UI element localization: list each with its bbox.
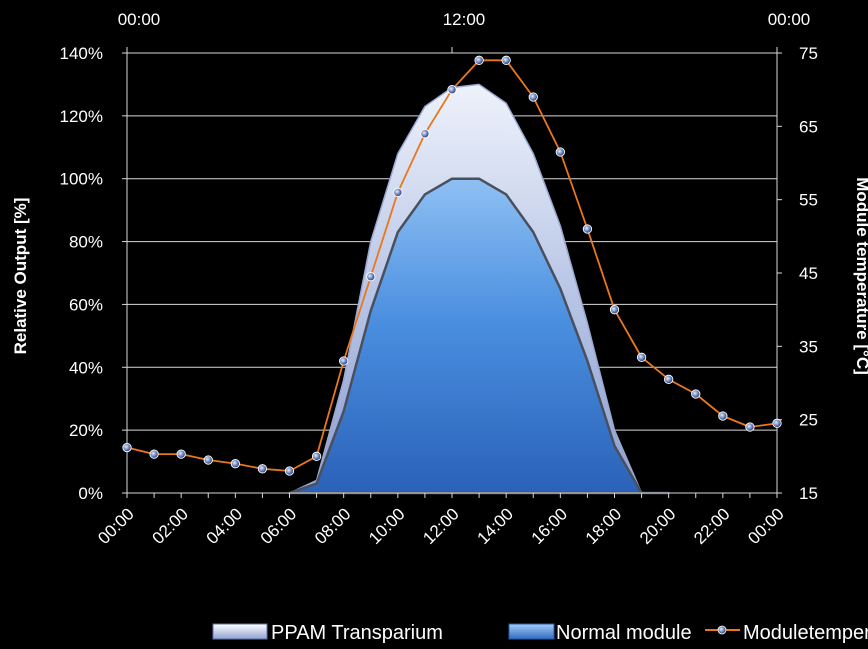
temperature-point-5 <box>257 464 268 474</box>
temperature-point-8 <box>339 356 349 366</box>
temperature-point-12 <box>447 85 457 95</box>
tick-label-right-3: 45 <box>799 264 818 283</box>
temperature-point-0 <box>122 442 132 453</box>
temperature-point-6 <box>284 466 295 476</box>
tick-label-top-2: 00:00 <box>768 10 811 29</box>
y-axis-title-right: Module temperature [°C] <box>853 177 868 375</box>
temperature-point-14 <box>501 55 511 65</box>
legend-item-normal: Normal module <box>508 622 692 644</box>
tick-label-left-3: 60% <box>69 295 103 314</box>
tick-label-bottom-6: 12:00 <box>419 504 463 548</box>
tick-label-right-1: 25 <box>799 411 818 430</box>
temperature-point-22 <box>718 411 728 421</box>
temperature-point-23 <box>745 422 755 432</box>
tick-label-bottom-7: 14:00 <box>473 504 517 548</box>
tick-label-left-6: 120% <box>60 107 103 126</box>
temperature-point-19 <box>636 352 647 362</box>
tick-label-right-5: 65 <box>799 117 818 136</box>
tick-label-right-0: 15 <box>799 484 818 503</box>
legend-label-normal: Normal module <box>556 622 692 644</box>
tick-label-left-1: 20% <box>69 421 103 440</box>
temperature-point-20 <box>664 374 674 384</box>
legend: PPAM Transparium Normal module Moduletem… <box>212 622 868 644</box>
tick-label-bottom-10: 20:00 <box>636 504 680 548</box>
tick-label-bottom-0: 00:00 <box>94 504 138 548</box>
temperature-point-2 <box>176 449 186 459</box>
temperature-point-16 <box>555 147 565 157</box>
legend-label-ppam: PPAM Transparium <box>271 622 443 644</box>
tick-label-right-2: 35 <box>799 337 818 356</box>
area-normal-module <box>288 177 670 495</box>
tick-label-bottom-12: 00:00 <box>744 504 788 548</box>
tick-label-left-5: 100% <box>60 170 103 189</box>
tick-label-top-1: 12:00 <box>443 10 486 29</box>
tick-label-bottom-8: 16:00 <box>528 504 572 548</box>
tick-label-bottom-9: 18:00 <box>582 504 626 548</box>
temperature-point-18 <box>609 305 620 315</box>
temperature-point-9 <box>366 272 376 282</box>
temperature-point-10 <box>393 187 403 197</box>
tick-label-bottom-11: 22:00 <box>690 504 734 548</box>
tick-label-bottom-3: 06:00 <box>257 504 301 548</box>
temperature-point-4 <box>230 459 240 469</box>
tick-label-top-0: 00:00 <box>118 10 161 29</box>
temperature-series <box>122 55 782 476</box>
tick-label-bottom-4: 08:00 <box>311 504 355 548</box>
area-series <box>288 83 670 495</box>
axes <box>122 47 782 498</box>
legend-marker-temperature <box>717 625 727 635</box>
tick-label-left-0: 0% <box>78 484 103 503</box>
tick-label-left-7: 140% <box>60 44 103 63</box>
tick-label-bottom-2: 04:00 <box>203 504 247 548</box>
temperature-point-17 <box>582 224 593 234</box>
legend-item-ppam: PPAM Transparium <box>212 622 443 644</box>
tick-label-bottom-1: 02:00 <box>148 504 192 548</box>
y-axis-title-left: Relative Output [%] <box>11 198 30 355</box>
tick-label-right-4: 55 <box>799 191 818 210</box>
tick-label-left-4: 80% <box>69 233 103 252</box>
tick-label-right-6: 75 <box>799 44 818 63</box>
tick-label-bottom-5: 10:00 <box>365 504 409 548</box>
temperature-point-15 <box>528 92 538 102</box>
temperature-point-7 <box>311 451 322 461</box>
temperature-point-21 <box>691 389 701 399</box>
temperature-point-3 <box>203 455 213 465</box>
legend-swatch-ppam <box>212 623 268 640</box>
temperature-point-13 <box>474 55 484 65</box>
tick-label-left-2: 40% <box>69 358 103 377</box>
legend-swatch-normal <box>508 623 555 640</box>
temperature-point-24 <box>772 418 782 428</box>
temperature-point-11 <box>420 129 430 139</box>
temperature-point-1 <box>149 449 159 459</box>
